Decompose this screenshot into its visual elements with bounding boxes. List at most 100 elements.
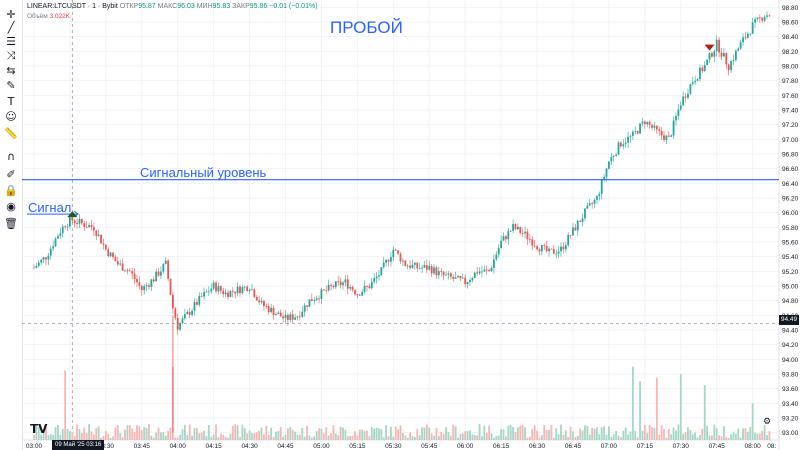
candle-body [167, 260, 170, 279]
candle-body [423, 265, 426, 268]
candle-body [349, 287, 352, 289]
candle-body [459, 275, 462, 279]
volume-bar [756, 433, 759, 440]
candle-body [229, 290, 232, 297]
candle-body [133, 273, 136, 280]
candle-body [457, 275, 459, 278]
candle-body [758, 17, 761, 19]
volume-bar [703, 385, 706, 440]
candle-body [315, 298, 318, 301]
y-tick-label: 95.80 [782, 225, 799, 232]
candle-body [172, 294, 174, 309]
ruler-icon[interactable]: 📏 [4, 126, 18, 140]
chart-legend: LINEAR:LTCUSDT · 1 · Bybit ОТКР95.87 МАК… [27, 3, 318, 10]
volume-bar [684, 432, 687, 440]
volume-bar [387, 436, 390, 440]
volume-bar [183, 424, 186, 440]
candle-body [88, 225, 90, 228]
candle-body [655, 125, 658, 130]
y-tick-label: 93.20 [782, 416, 799, 423]
brush-icon[interactable]: ✎ [6, 78, 16, 92]
candle-body [150, 279, 153, 288]
tradingview-logo[interactable]: 𝗧𝗩 [30, 422, 48, 436]
gear-icon[interactable]: ⚙ [763, 416, 772, 426]
volume-bar [500, 429, 503, 440]
volume-bar [107, 433, 110, 440]
signal-level-label[interactable]: Сигнальный уровень [140, 165, 267, 180]
candle-body [416, 262, 419, 269]
volume-bar [57, 425, 59, 440]
candle-body [516, 226, 519, 230]
candle-body [313, 300, 316, 302]
candle-body [224, 292, 227, 295]
volume-bar [346, 436, 349, 440]
cursor-icon[interactable]: ✛ [6, 7, 16, 21]
volume-bar [236, 425, 239, 440]
trash-icon[interactable]: 🗑 [4, 216, 18, 230]
magnet-icon[interactable]: ∩ [6, 149, 16, 163]
candle-body [490, 267, 493, 272]
signal-label[interactable]: Сигнал [28, 200, 72, 215]
candle-body [253, 289, 256, 298]
candle-body [653, 125, 656, 128]
emoji-icon[interactable]: ☺ [5, 109, 17, 123]
candle-body [284, 314, 287, 319]
text-icon[interactable]: T [7, 94, 15, 108]
volume-bar [550, 424, 553, 440]
candle-body [207, 291, 210, 293]
candle-body [720, 52, 723, 57]
trendline-icon[interactable]: ╱ [7, 20, 15, 34]
candle-body [619, 142, 622, 147]
volume-bar [545, 429, 548, 440]
symbol-label[interactable]: LINEAR:LTCUSDT · 1 · Bybit [27, 3, 118, 10]
candle-body [112, 252, 114, 258]
volume-bar [519, 425, 522, 440]
pattern-icon[interactable]: ⤨ [6, 49, 16, 62]
close-label: ЗАКР [232, 3, 250, 10]
candle-body [435, 267, 438, 276]
volume-bar [303, 436, 306, 440]
candle-body [40, 259, 43, 263]
volume-bar [337, 435, 340, 440]
breakout-title[interactable]: ПРОБОЙ [330, 18, 403, 37]
lock-drawings-icon[interactable]: ✐ [6, 167, 16, 181]
volume-bar [641, 430, 644, 440]
lock-icon[interactable]: 🔒 [4, 183, 18, 197]
volume-bar [157, 427, 160, 440]
x-tick-label: 04:30 [241, 443, 258, 450]
volume-bar [92, 434, 95, 440]
candle-body [495, 254, 498, 260]
candle-body [713, 51, 716, 57]
volume-bar [126, 425, 129, 440]
projection-icon[interactable]: ⇆ [6, 63, 16, 77]
x-tick-label: 06:45 [565, 443, 582, 450]
volume-bar [528, 436, 531, 440]
candle-body [251, 289, 253, 291]
volume-bar [320, 428, 323, 440]
volume-bar [655, 377, 658, 440]
eye-icon[interactable]: ◉ [6, 199, 16, 213]
candle-body [131, 271, 134, 274]
y-tick-label: 98.40 [782, 34, 799, 41]
chart-area[interactable]: 98.80 98.60 98.40 98.20 98.00 97.80 97.60 97.40… [22, 0, 800, 450]
volume-bar [325, 427, 328, 440]
volume-bar [763, 425, 766, 440]
candle-body [378, 275, 380, 277]
volume-bar [536, 430, 538, 440]
fib-icon[interactable]: ☰ [6, 34, 16, 48]
volume-bar [711, 435, 713, 440]
candle-body [727, 64, 730, 71]
volume-bar [691, 434, 694, 440]
volume-bar [631, 366, 634, 440]
volume-bar [679, 374, 682, 440]
candle-body [497, 248, 500, 255]
candle-body [92, 226, 95, 231]
volume-bar [394, 426, 397, 440]
volume-bar [246, 433, 249, 440]
volume-bar [634, 430, 637, 440]
volume-bar [469, 430, 471, 440]
volume-bar [356, 435, 359, 440]
candle-body [569, 234, 572, 236]
x-tick-label: 04:15 [206, 443, 223, 450]
candle-body [162, 264, 165, 272]
